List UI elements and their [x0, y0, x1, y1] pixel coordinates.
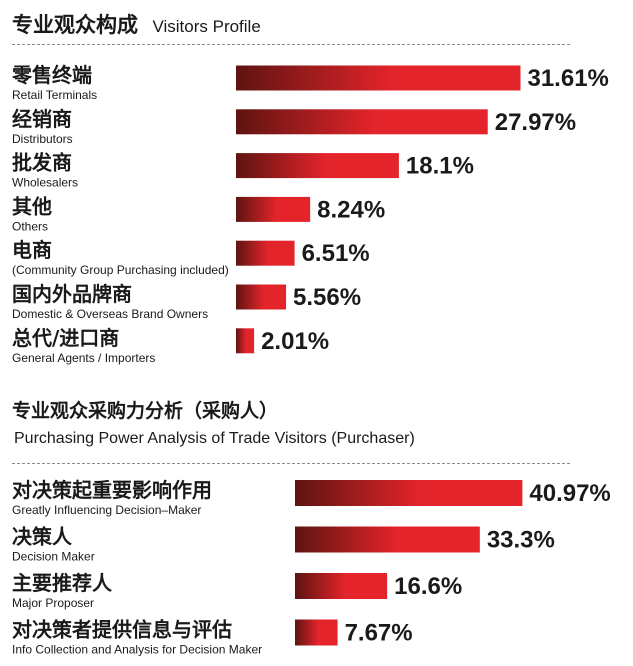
- data-label: 27.97%: [495, 109, 576, 136]
- bar: [295, 619, 338, 646]
- bar: [236, 109, 488, 135]
- category-label-en: Greatly Influencing Decision–Maker: [12, 503, 201, 517]
- category-label-en: Retail Terminals: [12, 88, 97, 102]
- bar: [295, 480, 523, 506]
- category-label-en: Distributors: [12, 132, 73, 146]
- data-label: 6.51%: [302, 240, 370, 267]
- bar: [236, 196, 311, 222]
- category-label-en: Others: [12, 219, 48, 233]
- bar: [236, 284, 287, 310]
- category-label-en: Decision Maker: [12, 550, 95, 564]
- category-label-zh: 主要推荐人: [12, 571, 113, 595]
- bar: [295, 526, 480, 553]
- bar: [236, 328, 255, 354]
- bar: [236, 65, 521, 91]
- title-zh: 专业观众构成: [12, 14, 138, 37]
- data-label: 2.01%: [261, 328, 329, 355]
- category-label-zh: 零售终端: [11, 63, 92, 87]
- category-label-en: (Community Group Purchasing included): [12, 263, 229, 277]
- category-label-zh: 决策人: [12, 525, 73, 549]
- title-en: Visitors Profile: [152, 17, 261, 36]
- bar: [295, 573, 388, 599]
- divider-top: [12, 44, 570, 45]
- category-label-en: Info Collection and Analysis for Decisio…: [12, 643, 262, 657]
- chart-title: 专业观众构成 Visitors Profile: [12, 9, 261, 39]
- data-label: 7.67%: [345, 620, 413, 647]
- data-label: 31.61%: [527, 65, 608, 92]
- category-label-en: Wholesalers: [12, 176, 78, 190]
- category-label-zh: 批发商: [12, 151, 72, 175]
- divider-section2: [12, 463, 570, 464]
- data-label: 8.24%: [317, 196, 385, 223]
- category-label-zh: 国内外品牌商: [12, 282, 132, 306]
- section2-title-zh: 专业观众采购力分析（采购人）: [12, 401, 279, 422]
- bar: [236, 153, 399, 179]
- data-label: 40.97%: [529, 480, 610, 507]
- category-label-zh: 电商: [12, 238, 52, 262]
- data-label: 5.56%: [293, 284, 361, 311]
- category-label-zh: 对决策起重要影响作用: [12, 478, 212, 502]
- bar: [236, 240, 295, 266]
- section2-title-en: Purchasing Power Analysis of Trade Visit…: [14, 430, 415, 447]
- category-label-zh: 总代/进口商: [12, 326, 119, 350]
- category-label-zh: 经销商: [12, 107, 72, 131]
- data-label: 16.6%: [394, 573, 462, 600]
- category-label-zh: 对决策者提供信息与评估: [12, 618, 232, 642]
- data-label: 33.3%: [487, 527, 555, 554]
- category-label-en: Domestic & Overseas Brand Owners: [12, 307, 208, 321]
- category-label-en: Major Proposer: [12, 596, 94, 610]
- category-label-en: General Agents / Importers: [12, 351, 155, 365]
- data-label: 18.1%: [406, 153, 474, 180]
- category-label-zh: 其他: [12, 194, 52, 218]
